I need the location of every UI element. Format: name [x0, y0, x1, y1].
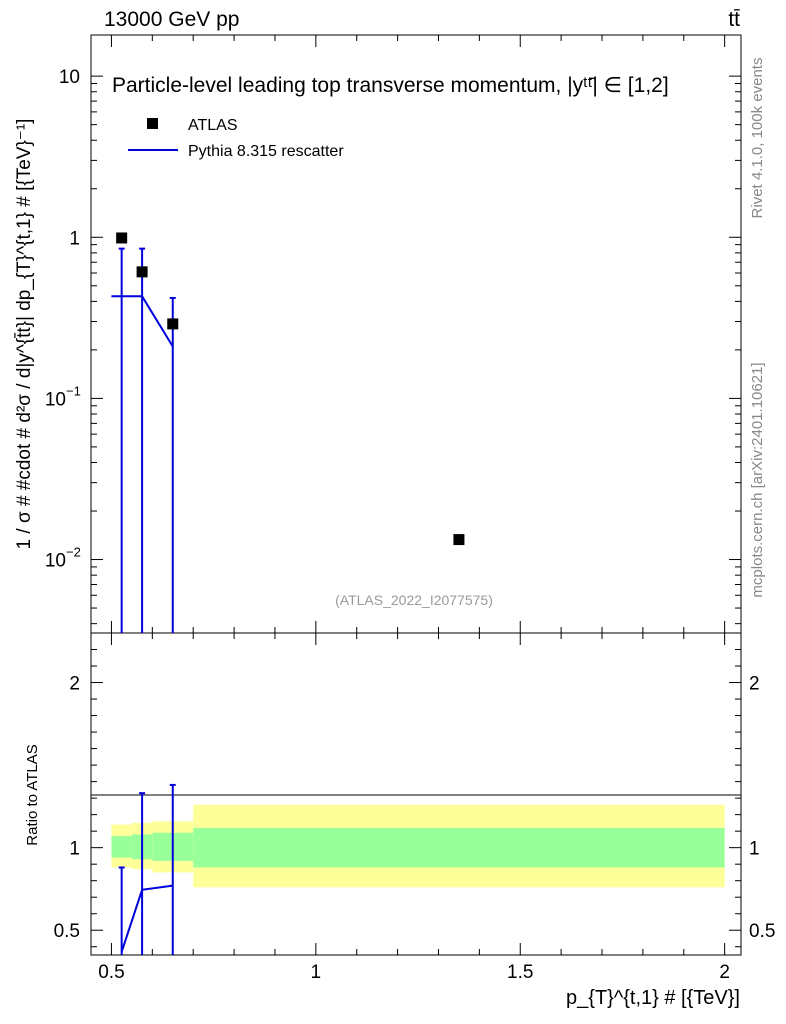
y-axis-label: 1 / σ # #cdot # d²σ / d|y^{t̄t}| dp_{T}^… — [14, 119, 35, 550]
x-tick-label: 0.5 — [98, 962, 124, 983]
ratio-band-inner-0 — [111, 836, 132, 858]
ratio-y-tick-label: 1 — [69, 839, 80, 860]
y-tick-label: 10 — [59, 67, 80, 88]
y-tick-label: 10 — [45, 389, 66, 410]
ratio-y-tick-label-right: 0.5 — [749, 921, 775, 942]
ratio-y-axis-label: Ratio to ATLAS — [24, 744, 41, 845]
y-tick-label: 10 — [45, 551, 66, 572]
x-tick-label: 2 — [719, 962, 730, 983]
ratio-y-tick-label-right: 1 — [749, 839, 760, 860]
mc-ratio-line — [120, 884, 173, 953]
ratio-uncertainty-bands — [111, 804, 725, 888]
beam-label: 13000 GeV pp — [104, 8, 239, 31]
process-label: tt̄ — [728, 8, 740, 31]
y-tick-exponent: −2 — [66, 545, 81, 560]
atlas-point-3 — [453, 534, 465, 546]
mc-series-ratio — [118, 783, 176, 955]
mc-series-main — [111, 247, 176, 633]
x-tick-label: 1 — [311, 962, 322, 983]
ratio-y-tick-label: 2 — [69, 674, 80, 695]
mc-line — [111, 295, 174, 348]
legend-label-atlas: ATLAS — [188, 117, 238, 134]
legend-marker-atlas — [147, 118, 158, 129]
ratio-y-tick-label-right: 2 — [749, 674, 760, 695]
atlas-point-1 — [136, 266, 148, 278]
x-axis-label: p_{T}^{t,1} # [{TeV}] — [566, 987, 740, 1009]
y-tick-exponent: −1 — [66, 383, 81, 398]
x-tick-label: 1.5 — [507, 962, 533, 983]
axis-ticks — [91, 35, 741, 955]
mcplots-label: mcplots.cern.ch [arXiv:2401.10621] — [749, 362, 766, 597]
ratio-band-inner-3 — [193, 827, 725, 868]
atlas-point-0 — [116, 232, 128, 244]
analysis-id: (ATLAS_2022_I2077575) — [335, 592, 493, 608]
plot-title: Particle-level leading top transverse mo… — [112, 74, 669, 97]
ratio-panel-frame — [90, 632, 742, 956]
ratio-y-tick-label: 0.5 — [54, 921, 80, 942]
atlas-point-2 — [167, 318, 179, 330]
legend-label-pythia: Pythia 8.315 rescatter — [188, 143, 344, 160]
rivet-label: Rivet 4.1.0, 100k events — [749, 58, 766, 219]
y-tick-label: 1 — [69, 228, 80, 249]
data-series-main — [116, 232, 465, 546]
